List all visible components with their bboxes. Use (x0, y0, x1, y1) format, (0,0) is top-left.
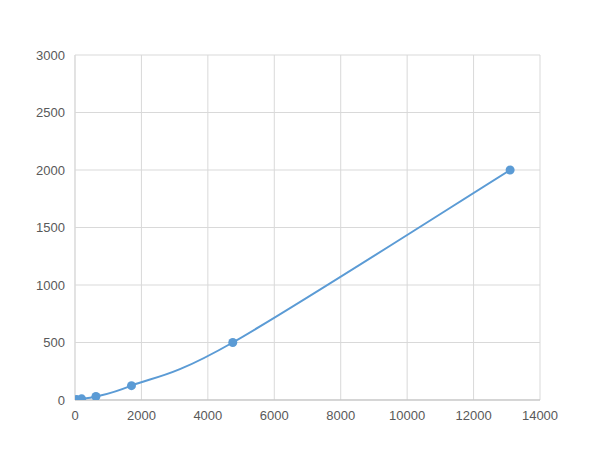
point (127, 381, 136, 390)
grid-line (75, 342, 540, 343)
tick-label: 4000 (193, 408, 222, 423)
plot-area (75, 166, 515, 401)
grid-line (407, 55, 408, 400)
grid-line (141, 55, 142, 400)
grid-line (75, 55, 76, 400)
tick-label: 500 (43, 335, 65, 350)
chart: 0 500 1000 1500 2000 2500 3000 0 2000 4000 6000 800… (0, 0, 600, 450)
grid-line (340, 55, 341, 400)
point (506, 166, 515, 175)
tick-label: 2500 (36, 105, 65, 120)
tick-label: 0 (71, 408, 78, 423)
tick-label: 1000 (36, 278, 65, 293)
tick-label: 2000 (36, 163, 65, 178)
tick-label: 6000 (260, 408, 289, 423)
line (77, 170, 510, 399)
grid-line (75, 112, 540, 113)
grid-line (207, 55, 208, 400)
tick-label: 0 (58, 393, 65, 408)
tick-label: 14000 (522, 408, 558, 423)
y-axis (75, 55, 76, 400)
grid-line (75, 227, 540, 228)
grid-line (75, 285, 540, 286)
tick-label: 2000 (127, 408, 156, 423)
grid-line (473, 55, 474, 400)
tick-label: 3000 (36, 48, 65, 63)
tick-label: 1500 (36, 220, 65, 235)
tick-label: 10000 (389, 408, 425, 423)
tick-label: 12000 (455, 408, 491, 423)
point (228, 338, 237, 347)
x-axis (75, 400, 540, 401)
point (77, 394, 86, 400)
grid-line (75, 55, 540, 56)
tick-label: 8000 (326, 408, 355, 423)
grid-line (75, 170, 540, 171)
point (91, 392, 100, 400)
grid-line (540, 55, 541, 400)
grid-line (274, 55, 275, 400)
grid-line (75, 400, 540, 401)
